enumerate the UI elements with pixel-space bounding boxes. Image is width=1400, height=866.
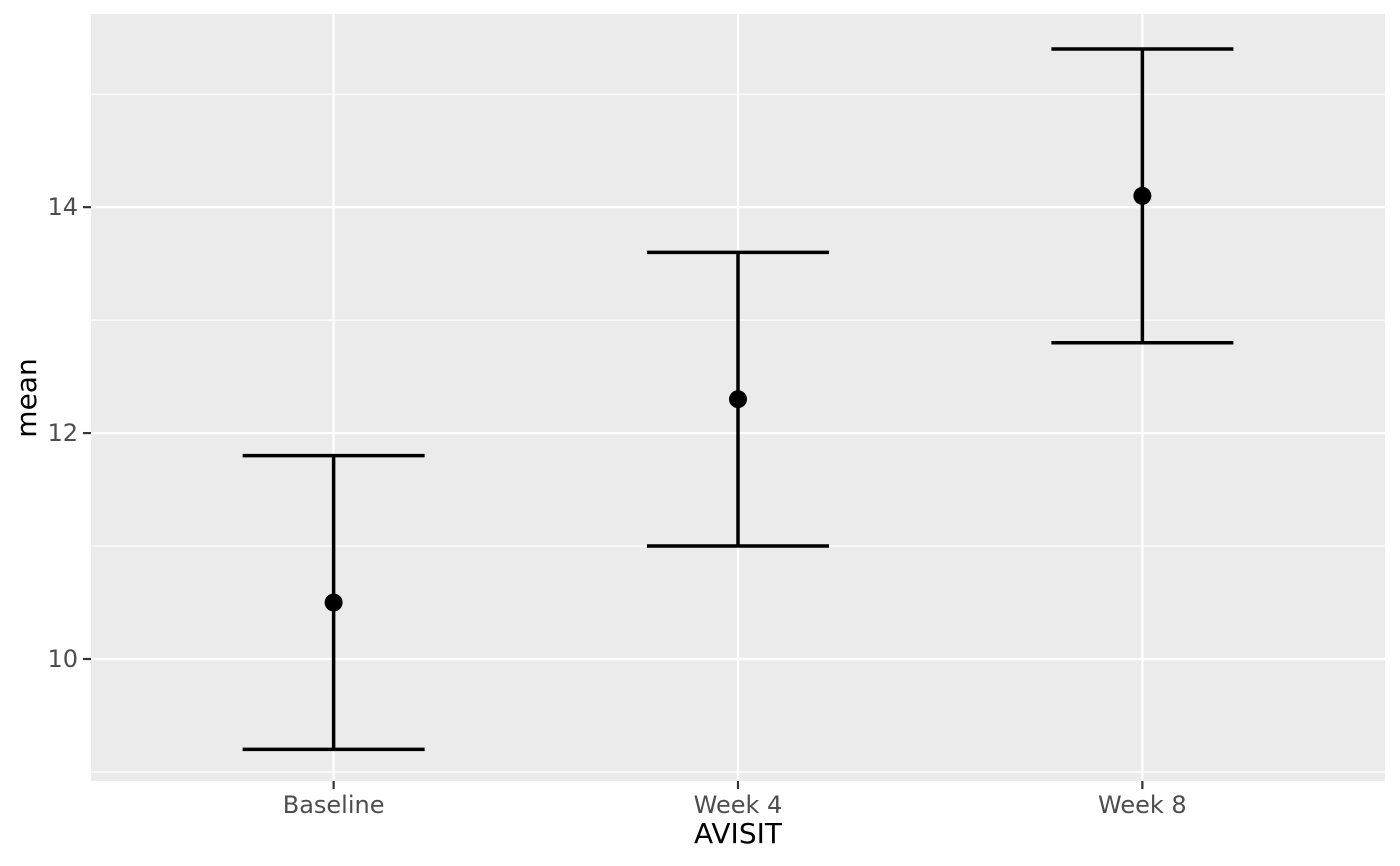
- x-tick-label: Baseline: [282, 791, 385, 819]
- mean-point: [729, 390, 747, 409]
- y-axis-title: mean: [10, 358, 43, 438]
- y-tick-label: 14: [47, 193, 78, 222]
- y-tick-label: 12: [47, 419, 78, 448]
- mean-point: [1133, 186, 1152, 205]
- x-tick-label: Week 4: [693, 791, 783, 819]
- x-tick-label: Week 8: [1098, 791, 1187, 819]
- x-axis-title: AVISIT: [694, 817, 782, 850]
- y-tick-label: 10: [47, 645, 78, 673]
- mean-point: [324, 593, 343, 612]
